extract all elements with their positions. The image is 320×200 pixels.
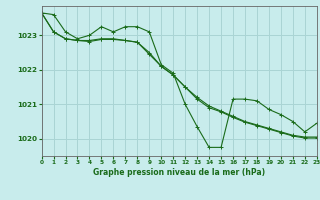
X-axis label: Graphe pression niveau de la mer (hPa): Graphe pression niveau de la mer (hPa) bbox=[93, 168, 265, 177]
